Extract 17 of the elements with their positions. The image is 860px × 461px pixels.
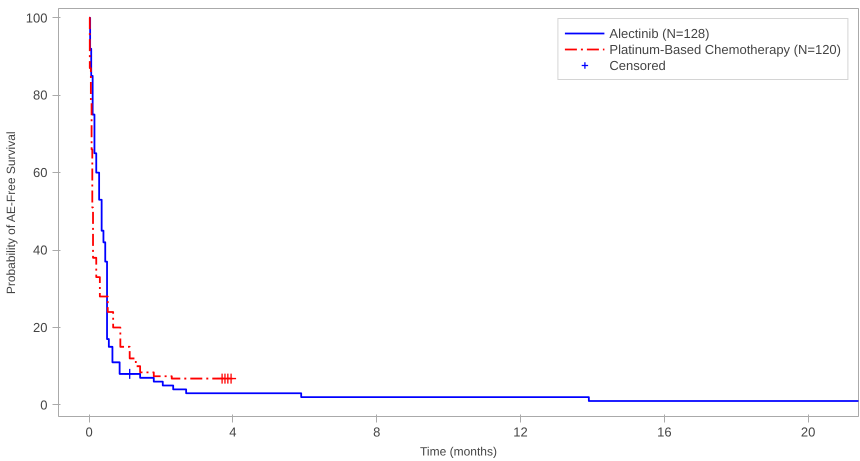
- x-axis-title: Time (months): [420, 444, 497, 458]
- x-tick-label: 4: [229, 424, 236, 440]
- x-tick-label: 16: [657, 424, 672, 440]
- x-tick-label: 0: [85, 424, 93, 440]
- y-tick-label: 20: [33, 320, 48, 335]
- y-tick-label: 60: [33, 165, 48, 180]
- y-tick-label: 0: [40, 397, 48, 412]
- legend-label: Alectinib (N=128): [609, 25, 710, 41]
- x-tick-label: 20: [800, 424, 816, 440]
- y-axis-title: Probability of AE-Free Survival: [4, 131, 18, 294]
- y-tick-label: 40: [33, 242, 48, 258]
- y-tick-label: 80: [33, 88, 48, 103]
- legend-label: Platinum-Based Chemotherapy (N=120): [609, 41, 841, 57]
- legend-label: Censored: [609, 57, 666, 73]
- x-tick-label: 8: [373, 424, 380, 440]
- x-tick-label: 12: [513, 424, 528, 440]
- y-tick-label: 100: [26, 10, 48, 26]
